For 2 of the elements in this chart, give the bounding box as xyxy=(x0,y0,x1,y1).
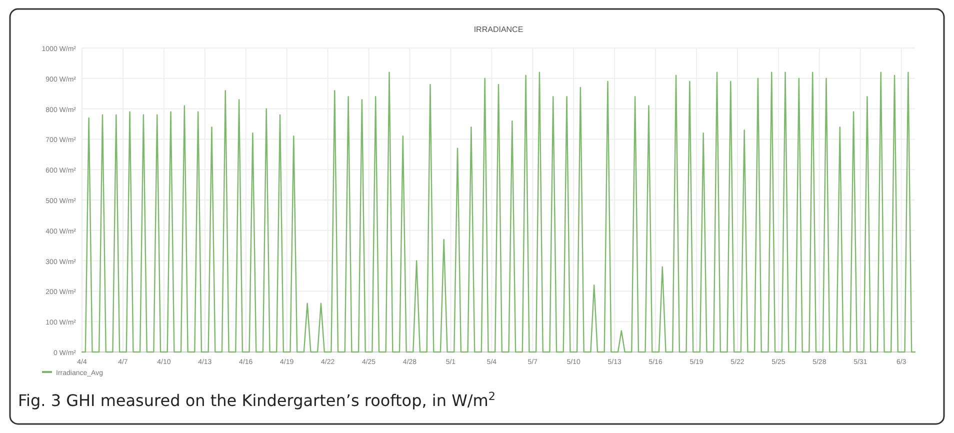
chart-title: IRRADIANCE xyxy=(474,25,524,34)
caption: Fig. 3 GHI measured on the Kindergarten’s rooftop, in W/m$^{2}$ xyxy=(18,390,496,410)
